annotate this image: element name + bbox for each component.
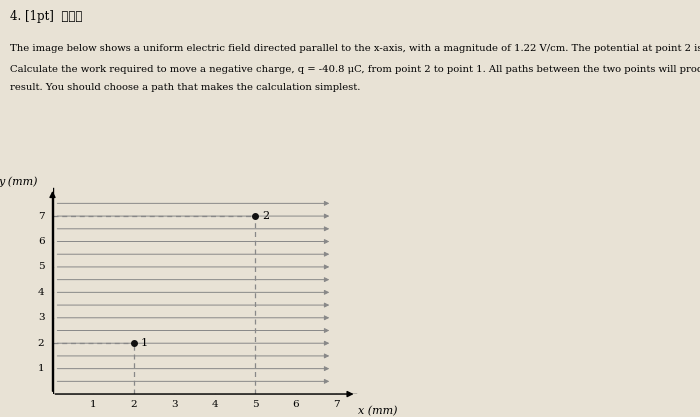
Text: 4. [1pt]  ★★☆: 4. [1pt] ★★☆ xyxy=(10,10,83,23)
Text: 6: 6 xyxy=(38,237,44,246)
Text: The image below shows a uniform electric field directed parallel to the x-axis, : The image below shows a uniform electric… xyxy=(10,44,700,53)
Text: 7: 7 xyxy=(38,211,44,221)
Text: 1: 1 xyxy=(38,364,44,373)
Text: Calculate the work required to move a negative charge, q = -40.8 μC, from point : Calculate the work required to move a ne… xyxy=(10,65,700,74)
Text: 5: 5 xyxy=(252,400,258,409)
Text: result. You should choose a path that makes the calculation simplest.: result. You should choose a path that ma… xyxy=(10,83,361,93)
Text: 2: 2 xyxy=(262,211,270,221)
Text: 4: 4 xyxy=(211,400,218,409)
Text: 1: 1 xyxy=(141,338,148,348)
Text: 3: 3 xyxy=(38,313,44,322)
Text: y (mm): y (mm) xyxy=(0,176,38,187)
Text: 2: 2 xyxy=(38,339,44,348)
Text: x (mm): x (mm) xyxy=(358,405,398,416)
Text: 3: 3 xyxy=(171,400,177,409)
Text: 7: 7 xyxy=(333,400,340,409)
Text: 5: 5 xyxy=(38,262,44,271)
Text: 4: 4 xyxy=(38,288,44,297)
Text: 6: 6 xyxy=(293,400,299,409)
Text: 1: 1 xyxy=(90,400,97,409)
Text: 2: 2 xyxy=(130,400,137,409)
